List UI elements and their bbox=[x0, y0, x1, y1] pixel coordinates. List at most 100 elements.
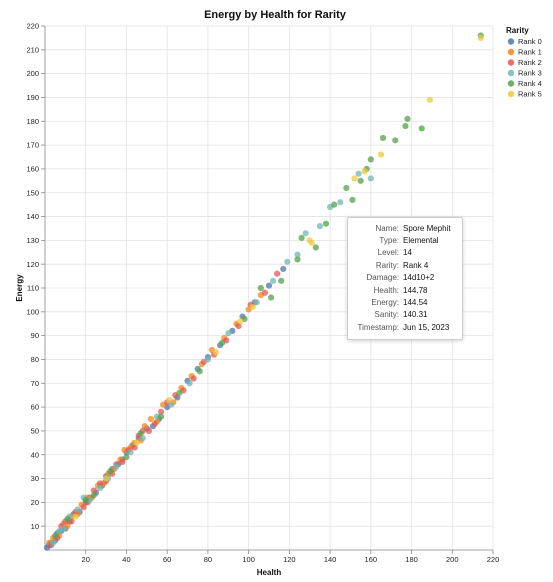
data-point[interactable] bbox=[312, 244, 319, 251]
data-point[interactable] bbox=[274, 270, 281, 277]
data-point[interactable] bbox=[377, 151, 385, 158]
data-point[interactable] bbox=[316, 222, 324, 230]
data-point[interactable] bbox=[402, 122, 409, 130]
data-point[interactable] bbox=[284, 258, 291, 265]
data-point[interactable] bbox=[151, 420, 159, 427]
data-point[interactable] bbox=[119, 458, 126, 465]
data-point[interactable] bbox=[343, 184, 350, 192]
legend-label: Rank 0 bbox=[518, 37, 542, 46]
data-point[interactable] bbox=[280, 265, 287, 273]
data-point[interactable] bbox=[141, 423, 148, 430]
data-point[interactable] bbox=[261, 289, 269, 296]
data-point[interactable] bbox=[80, 504, 87, 511]
data-point[interactable] bbox=[331, 201, 338, 208]
data-point[interactable] bbox=[64, 515, 71, 523]
data-point[interactable] bbox=[74, 506, 81, 513]
data-point[interactable] bbox=[90, 487, 97, 494]
data-point[interactable] bbox=[102, 475, 110, 482]
data-point[interactable] bbox=[133, 439, 140, 446]
data-point[interactable] bbox=[219, 339, 226, 346]
y-tick-label: 60 bbox=[31, 403, 39, 412]
chart-title: Energy by Health for Rarity bbox=[204, 9, 347, 21]
data-point[interactable] bbox=[176, 389, 183, 396]
data-point[interactable] bbox=[355, 170, 362, 177]
data-point[interactable] bbox=[278, 277, 285, 284]
data-point[interactable] bbox=[145, 427, 152, 435]
data-point[interactable] bbox=[308, 239, 315, 246]
data-point[interactable] bbox=[157, 408, 165, 415]
data-point[interactable] bbox=[90, 492, 97, 499]
data-point[interactable] bbox=[137, 430, 144, 437]
data-point[interactable] bbox=[379, 134, 387, 142]
tooltip-value: 144.54 bbox=[403, 297, 428, 307]
data-point[interactable] bbox=[225, 330, 232, 337]
data-point[interactable] bbox=[82, 496, 89, 504]
legend-label: Rank 1 bbox=[518, 48, 542, 57]
data-point[interactable] bbox=[60, 525, 67, 532]
data-point[interactable] bbox=[249, 303, 256, 311]
tooltip-value: Rank 4 bbox=[403, 260, 429, 270]
data-point[interactable] bbox=[50, 539, 57, 546]
data-point[interactable] bbox=[267, 294, 275, 301]
data-point[interactable] bbox=[72, 513, 79, 520]
data-point[interactable] bbox=[426, 96, 433, 103]
data-point[interactable] bbox=[257, 284, 264, 292]
y-tick-label: 20 bbox=[31, 498, 39, 507]
data-point[interactable] bbox=[52, 532, 59, 539]
data-point[interactable] bbox=[269, 277, 277, 284]
data-point[interactable] bbox=[113, 463, 120, 470]
y-tick-label: 210 bbox=[26, 45, 39, 54]
series-rank-4 bbox=[52, 32, 484, 539]
data-point[interactable] bbox=[96, 484, 104, 492]
data-point[interactable] bbox=[418, 125, 425, 132]
data-point[interactable] bbox=[294, 251, 301, 258]
data-point[interactable] bbox=[294, 256, 301, 263]
series-rank-2 bbox=[48, 270, 281, 549]
axes: 20 40 60 80 100 120 140 160 180 200 220 10 20 30 40 50 6… bbox=[26, 22, 499, 564]
y-axis-title: Energy bbox=[15, 274, 24, 302]
data-point[interactable] bbox=[392, 137, 399, 144]
data-point[interactable] bbox=[322, 220, 330, 227]
data-point[interactable] bbox=[298, 234, 305, 242]
data-point[interactable] bbox=[367, 175, 374, 182]
data-point[interactable] bbox=[265, 282, 273, 289]
x-tick-label: 20 bbox=[82, 555, 90, 564]
data-point[interactable] bbox=[357, 177, 364, 184]
data-point[interactable] bbox=[96, 480, 104, 487]
data-point[interactable] bbox=[190, 375, 197, 382]
data-point[interactable] bbox=[237, 318, 244, 325]
data-point[interactable] bbox=[123, 454, 130, 461]
data-point[interactable] bbox=[147, 415, 154, 423]
y-tick-label: 80 bbox=[31, 355, 39, 364]
data-point[interactable] bbox=[157, 413, 165, 420]
y-tick-label: 70 bbox=[31, 379, 39, 388]
data-point[interactable] bbox=[349, 196, 356, 203]
y-tick-label: 150 bbox=[26, 188, 39, 197]
tooltip-value: Jun 15, 2023 bbox=[403, 322, 450, 332]
legend-title: Rarity bbox=[506, 26, 529, 35]
tooltip-key: Timestamp: bbox=[357, 322, 400, 332]
data-point[interactable] bbox=[367, 156, 374, 163]
data-point[interactable] bbox=[204, 356, 212, 363]
data-point[interactable] bbox=[107, 468, 114, 475]
data-point[interactable] bbox=[131, 444, 138, 451]
data-point[interactable] bbox=[361, 168, 368, 175]
data-point[interactable] bbox=[212, 349, 220, 356]
data-point[interactable] bbox=[186, 380, 193, 387]
data-point[interactable] bbox=[127, 449, 134, 456]
data-point[interactable] bbox=[196, 368, 203, 375]
tooltip-row: Rarity: Rank 4 bbox=[350, 259, 460, 271]
data-point[interactable] bbox=[337, 199, 344, 206]
data-point[interactable] bbox=[404, 115, 411, 122]
data-point[interactable] bbox=[351, 175, 358, 182]
data-point[interactable] bbox=[302, 230, 309, 237]
data-point[interactable] bbox=[166, 396, 173, 404]
data-point[interactable] bbox=[477, 34, 484, 42]
data-point[interactable] bbox=[253, 299, 260, 306]
data-points[interactable] bbox=[43, 32, 484, 551]
data-point[interactable] bbox=[139, 434, 146, 442]
data-point[interactable] bbox=[168, 401, 175, 408]
data-point[interactable] bbox=[235, 323, 242, 330]
y-tick-label: 50 bbox=[31, 427, 39, 436]
tooltip-key: Sanity: bbox=[374, 310, 399, 320]
